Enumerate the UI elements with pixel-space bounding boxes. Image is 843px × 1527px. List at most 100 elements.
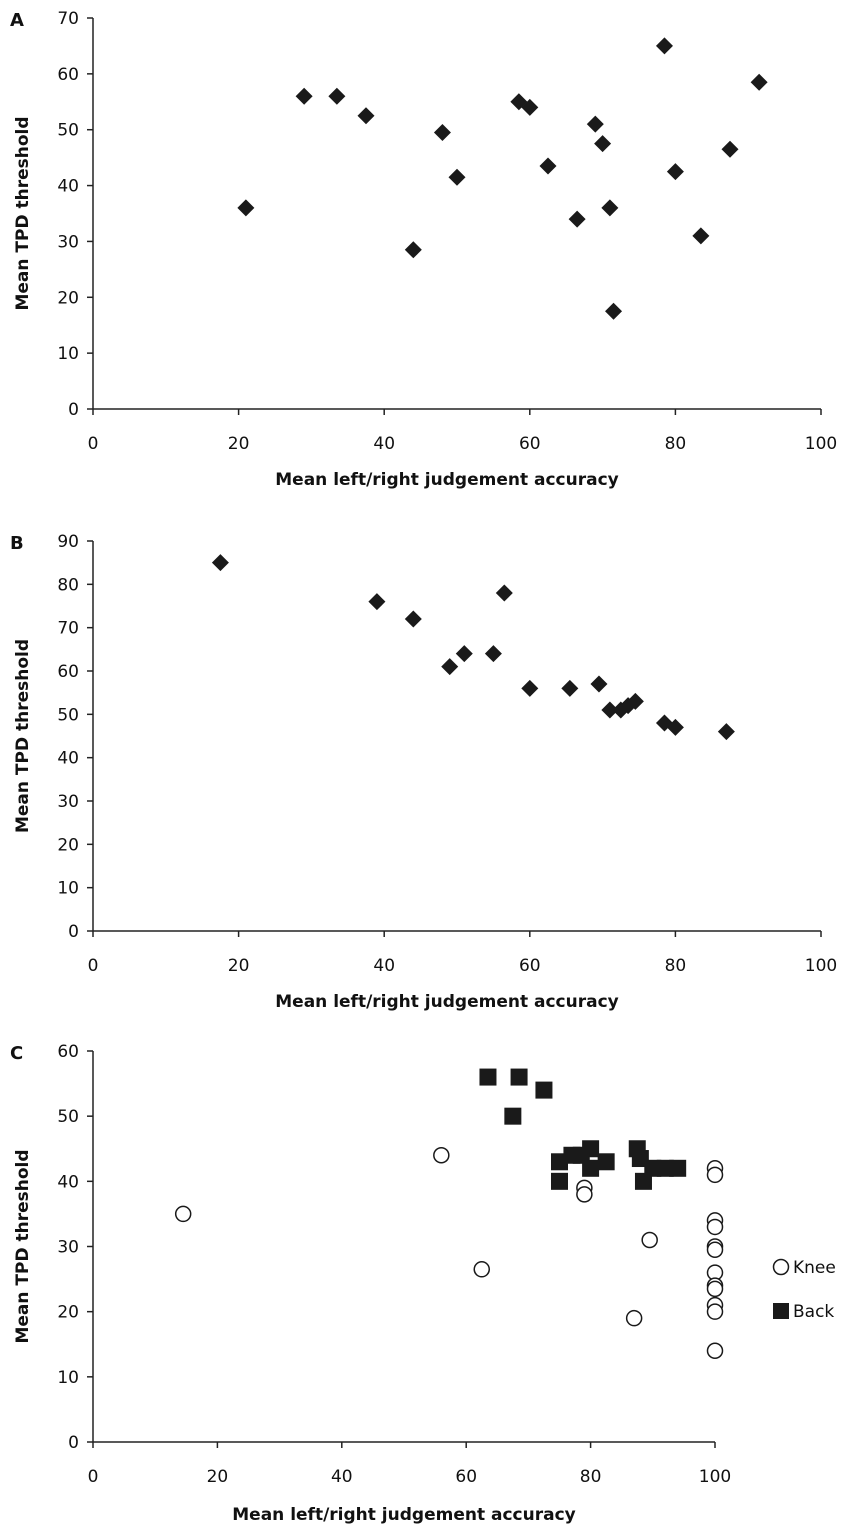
y-tick-label: 0 — [68, 400, 79, 420]
y-tick-label: 30 — [57, 1238, 79, 1258]
data-point-diamond — [237, 199, 255, 217]
y-axis-title: Mean TPD threshold — [13, 639, 33, 833]
legend-marker-knee — [772, 1258, 790, 1276]
data-point-diamond — [561, 679, 579, 697]
data-point-diamond — [590, 675, 608, 693]
data-point-diamond — [601, 199, 619, 217]
data-point-diamond — [211, 554, 229, 572]
data-point-back — [510, 1068, 528, 1086]
data-point-diamond — [626, 692, 644, 710]
data-point-diamond — [448, 168, 466, 186]
data-point-diamond — [594, 135, 612, 153]
x-tick-label: 20 — [228, 956, 250, 976]
y-tick-label: 50 — [57, 121, 79, 141]
data-point-diamond — [368, 593, 386, 611]
panel-letter: C — [10, 1043, 23, 1064]
data-point-diamond — [328, 87, 346, 105]
data-point-back — [669, 1159, 687, 1177]
x-tick-label: 20 — [228, 434, 250, 454]
data-point-knee — [174, 1205, 192, 1223]
data-point-diamond — [433, 124, 451, 142]
x-tick-label: 0 — [88, 956, 99, 976]
y-tick-label: 70 — [57, 619, 79, 639]
y-tick-label: 20 — [57, 288, 79, 308]
y-tick-label: 20 — [57, 835, 79, 855]
y-tick-label: 60 — [57, 1042, 79, 1062]
data-point-diamond — [750, 73, 768, 91]
data-point-diamond — [495, 584, 513, 602]
x-axis-title: Mean left/right judgement accuracy — [232, 1505, 576, 1525]
data-point-diamond — [404, 241, 422, 259]
data-point-diamond — [586, 115, 604, 133]
data-point-knee — [706, 1166, 724, 1184]
x-tick-label: 100 — [805, 956, 837, 976]
data-point-back — [551, 1172, 568, 1190]
data-point-knee — [625, 1309, 643, 1327]
data-point-knee — [706, 1303, 724, 1320]
legend-marker-back — [773, 1303, 789, 1319]
data-point-diamond — [455, 645, 473, 663]
data-point-diamond — [404, 610, 422, 628]
y-tick-label: 50 — [57, 705, 79, 725]
y-tick-label: 0 — [68, 1433, 79, 1453]
y-tick-label: 10 — [57, 879, 79, 899]
data-point-diamond — [357, 107, 375, 125]
x-tick-label: 100 — [699, 1467, 731, 1487]
x-tick-label: 100 — [805, 434, 837, 454]
data-point-diamond — [484, 645, 502, 663]
data-point-knee — [641, 1231, 658, 1249]
data-point-knee — [706, 1342, 724, 1360]
data-point-diamond — [539, 157, 557, 175]
data-point-knee — [576, 1186, 593, 1203]
data-point-diamond — [601, 701, 619, 719]
x-tick-label: 40 — [331, 1467, 353, 1487]
y-tick-label: 10 — [57, 1368, 79, 1388]
legend-label-knee: Knee — [793, 1258, 836, 1278]
data-point-diamond — [295, 87, 313, 105]
data-point-knee — [706, 1280, 724, 1298]
x-tick-label: 80 — [665, 956, 687, 976]
y-tick-label: 90 — [57, 532, 79, 552]
panel-letter: A — [10, 10, 24, 31]
y-tick-label: 40 — [57, 177, 79, 197]
x-tick-label: 0 — [88, 1467, 99, 1487]
data-point-diamond — [441, 658, 459, 676]
x-tick-label: 60 — [519, 956, 541, 976]
y-tick-label: 80 — [57, 575, 79, 595]
data-point-diamond — [521, 98, 539, 116]
data-point-diamond — [717, 723, 735, 741]
y-tick-label: 10 — [57, 344, 79, 364]
y-tick-label: 50 — [57, 1107, 79, 1127]
panel-a-scatter: A 0 10 20 30 40 50 60 70 0 20 40 60 80 100 Mean left/ri… — [10, 9, 837, 490]
data-point-diamond — [666, 718, 684, 736]
x-axis-title: Mean left/right judgement accuracy — [275, 992, 619, 1012]
y-tick-label: 60 — [57, 65, 79, 85]
data-point-knee — [473, 1261, 490, 1278]
y-tick-label: 0 — [68, 922, 79, 942]
panel-b-scatter: B 0 10 20 30 40 50 60 70 80 90 0 20 40 60 80 100 Mean lef… — [10, 532, 837, 1012]
x-tick-label: 80 — [580, 1467, 602, 1487]
data-point-back — [582, 1140, 600, 1158]
data-point-knee — [433, 1147, 450, 1164]
data-point-diamond — [692, 227, 710, 245]
x-tick-label: 20 — [207, 1467, 229, 1487]
x-tick-label: 0 — [88, 434, 99, 454]
data-point-diamond — [568, 210, 586, 228]
data-point-diamond — [521, 679, 539, 697]
x-tick-label: 40 — [373, 956, 395, 976]
data-point-back — [597, 1153, 615, 1171]
x-tick-label: 60 — [519, 434, 541, 454]
x-tick-label: 80 — [665, 434, 687, 454]
x-tick-label: 40 — [373, 434, 395, 454]
data-point-diamond — [605, 302, 623, 320]
data-point-diamond — [666, 163, 684, 181]
x-tick-label: 60 — [455, 1467, 477, 1487]
y-axis-title: Mean TPD threshold — [13, 116, 33, 310]
data-point-back — [479, 1068, 497, 1086]
data-point-back — [504, 1107, 522, 1125]
y-tick-label: 20 — [57, 1303, 79, 1323]
panel-c-scatter: C 0 10 20 30 40 50 60 0 20 40 60 80 100 Mean left/righ… — [10, 1042, 836, 1525]
y-tick-label: 70 — [57, 9, 79, 29]
data-point-knee — [706, 1241, 724, 1259]
